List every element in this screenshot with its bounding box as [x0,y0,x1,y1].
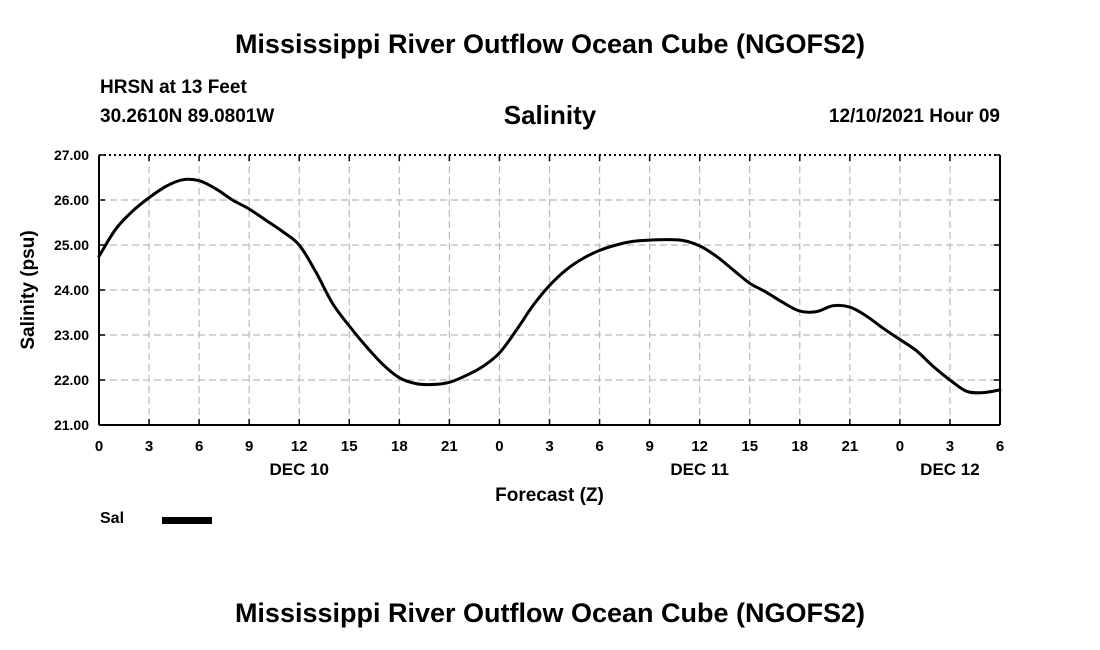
x-tick-label: 3 [545,438,553,455]
x-tick-label: 21 [441,438,458,455]
tick-labels: 0 3 6 9 12 15 18 21 0 3 6 9 12 15 18 21 0 3 6 21.00 22.00 23.… [18,147,1004,506]
x-tick-label: 18 [391,438,408,455]
y-tick-label: 24.00 [54,282,89,298]
grid [99,155,1000,425]
series-line-sal [97,177,1002,395]
x-tick-label: 15 [341,438,358,455]
salinity-chart: 0 3 6 9 12 15 18 21 0 3 6 9 12 15 18 21 0 3 6 21.00 22.00 23.… [18,147,1004,506]
chart-subtitle: Salinity [503,100,597,130]
legend-swatch [162,517,212,524]
x-axis-title: Forecast (Z) [495,485,604,506]
x-tick-label: 15 [741,438,758,455]
axes [98,154,1001,426]
series-layer [97,177,1002,395]
station-label: HRSN at 13 Feet [100,77,247,98]
x-tick-label: 9 [645,438,653,455]
x-tick-label: 0 [896,438,904,455]
y-tick-label: 26.00 [54,192,89,208]
legend-label: Sal [100,510,125,527]
x-tick-label: 6 [996,438,1004,455]
y-tick-label: 27.00 [54,147,89,163]
y-tick-label: 23.00 [54,327,89,343]
x-tick-label: 18 [791,438,808,455]
y-axis-title: Salinity (psu) [18,230,39,349]
x-tick-label: 3 [145,438,153,455]
x-tick-label: 6 [595,438,603,455]
day-label: DEC 10 [269,460,329,479]
x-tick-label: 12 [291,438,308,455]
x-tick-label: 3 [946,438,954,455]
chart-title: Mississippi River Outflow Ocean Cube (NG… [234,29,866,59]
station-coordinates: 30.2610N 89.0801W [100,106,275,127]
y-tick-label: 22.00 [54,372,89,388]
x-tick-label: 0 [95,438,103,455]
x-tick-label: 12 [691,438,708,455]
x-tick-label: 0 [495,438,503,455]
y-tick-label: 21.00 [54,417,89,433]
day-label: DEC 11 [670,460,729,479]
y-tick-label: 25.00 [54,237,89,253]
day-label: DEC 12 [920,460,980,479]
x-tick-label: 21 [841,438,858,455]
footer-title: Mississippi River Outflow Ocean Cube (NG… [234,598,866,628]
forecast-datetime: 12/10/2021 Hour 09 [828,106,1000,127]
x-tick-label: 6 [195,438,203,455]
x-tick-label: 9 [245,438,253,455]
